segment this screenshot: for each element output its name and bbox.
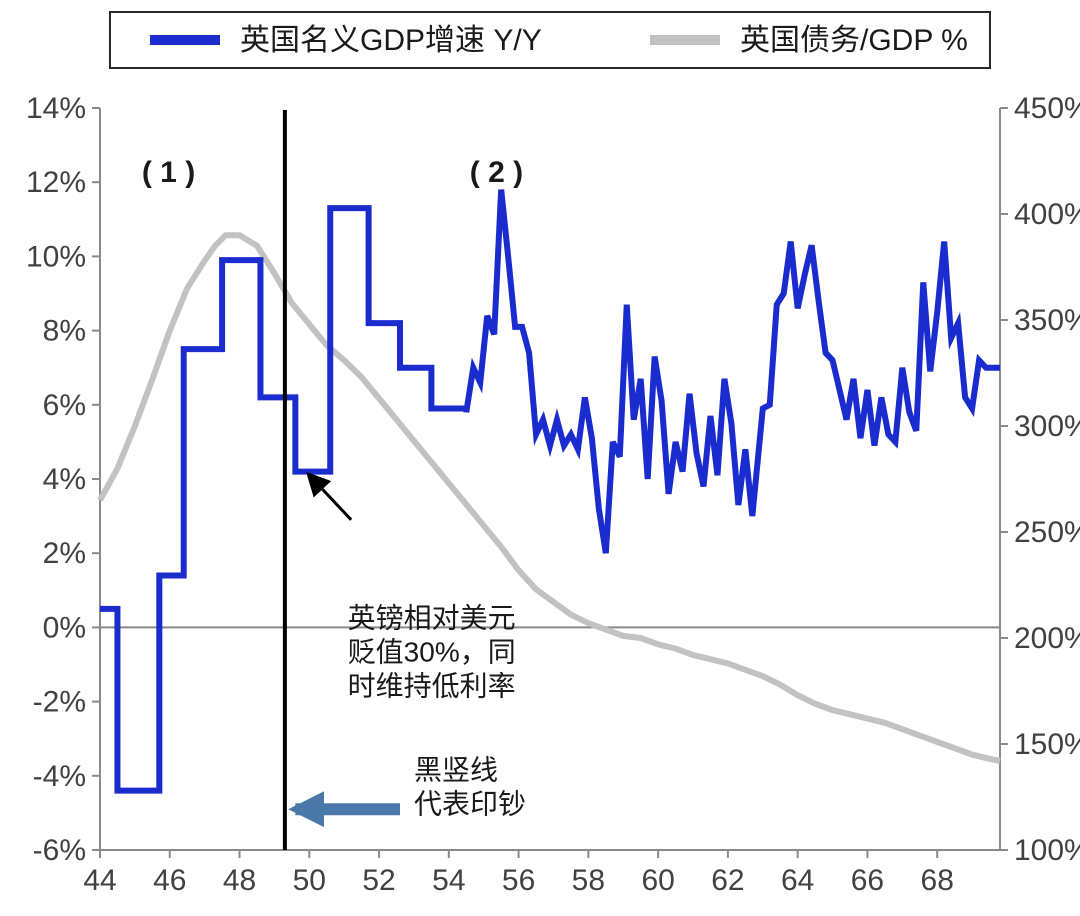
y-left-tick-label: -6% — [33, 834, 86, 867]
x-tick-label: 50 — [293, 864, 326, 897]
x-tick-label: 54 — [432, 864, 465, 897]
y-left-tick-label: 8% — [43, 315, 86, 348]
y-left-tick-label: 12% — [26, 166, 86, 199]
x-tick-label: 46 — [153, 864, 186, 897]
x-tick-label: 60 — [641, 864, 674, 897]
x-tick-label: 52 — [362, 864, 395, 897]
y-left-tick-label: -2% — [33, 686, 86, 719]
dual-axis-line-chart: -6% -4% -2% 0% 2% 4% 6% 8% 10% 12% 14% 100% 150% 200%… — [0, 0, 1080, 916]
legend-label: 英国债务/GDP % — [740, 24, 968, 57]
y-left-tick-label: 10% — [26, 240, 86, 273]
black-line-note-text: 代表印钞 — [414, 789, 526, 820]
y-left-tick-label: -4% — [33, 760, 86, 793]
y-left-tick-label: 14% — [26, 92, 86, 125]
region-2-label: ( 2 ) — [470, 156, 523, 189]
y-right-tick-label: 150% — [1014, 728, 1080, 761]
y-left-tick-label: 4% — [43, 463, 86, 496]
black-line-note-text: 黑竖线 — [414, 755, 498, 786]
x-tick-label: 44 — [83, 864, 116, 897]
y-right-tick-label: 450% — [1014, 92, 1080, 125]
region-1-label: ( 1 ) — [142, 156, 195, 189]
y-left-tick-label: 6% — [43, 389, 86, 422]
y-right-tick-label: 350% — [1014, 304, 1080, 337]
x-tick-label: 48 — [223, 864, 256, 897]
y-right-tick-label: 250% — [1014, 516, 1080, 549]
y-left-tick-label: 0% — [43, 611, 86, 644]
x-tick-label: 68 — [921, 864, 954, 897]
x-tick-label: 66 — [851, 864, 884, 897]
y-right-tick-label: 300% — [1014, 410, 1080, 443]
y-left-tick-label: 2% — [43, 537, 86, 570]
devaluation-note-text: 贬值30%，同 — [348, 636, 516, 667]
x-tick-label: 64 — [781, 864, 814, 897]
y-right-tick-label: 400% — [1014, 198, 1080, 231]
x-tick-label: 62 — [711, 864, 744, 897]
x-tick-label: 56 — [502, 864, 535, 897]
y-right-tick-label: 200% — [1014, 622, 1080, 655]
devaluation-note-text: 时维持低利率 — [348, 670, 516, 701]
legend-label: 英国名义GDP增速 Y/Y — [240, 24, 542, 57]
devaluation-note-text: 英镑相对美元 — [348, 602, 516, 633]
y-right-tick-label: 100% — [1014, 834, 1080, 867]
x-tick-label: 58 — [572, 864, 605, 897]
